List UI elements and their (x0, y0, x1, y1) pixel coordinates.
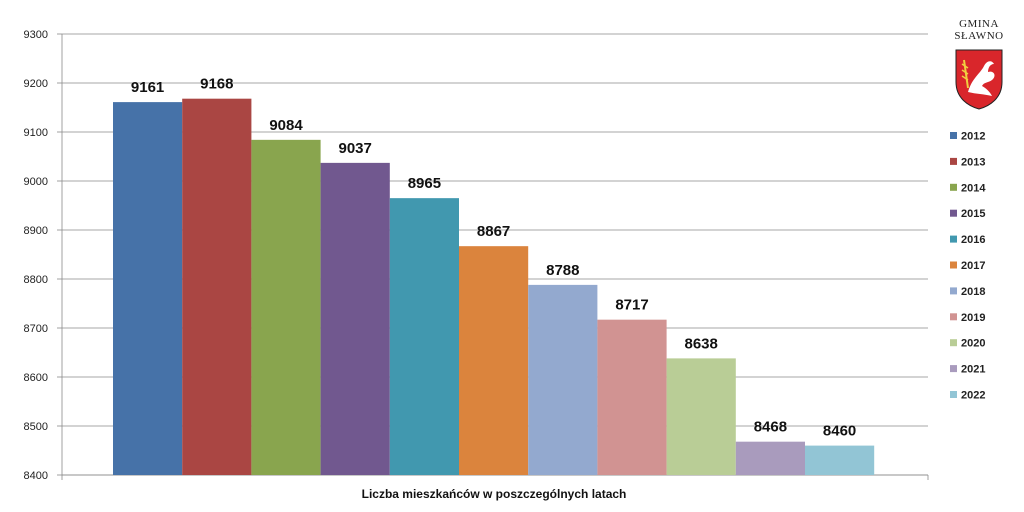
legend-label-2013: 2013 (961, 156, 985, 168)
bar-2013 (182, 98, 252, 476)
bar-2019 (597, 319, 667, 475)
gmina-slawno-logo: GMINA SŁAWNO (948, 18, 1010, 114)
data-label-2017: 8867 (477, 223, 510, 240)
bar-2021 (735, 441, 805, 475)
y-tick-label: 8800 (24, 274, 48, 286)
legend-label-2022: 2022 (961, 390, 985, 402)
y-tick-label: 8900 (24, 225, 48, 237)
legend-swatch-2016 (950, 235, 957, 243)
data-label-2018: 8788 (546, 262, 579, 279)
data-label-2019: 8717 (615, 297, 648, 314)
logo-line-2: SŁAWNO (954, 30, 1004, 42)
logo-line-1: GMINA (959, 18, 999, 30)
data-label-2020: 8638 (685, 335, 718, 352)
data-label-2015: 9037 (339, 140, 372, 157)
y-tick-label: 8400 (24, 470, 48, 482)
y-tick-label: 9300 (24, 29, 48, 41)
legend-label-2018: 2018 (961, 286, 985, 298)
legend-label-2016: 2016 (961, 234, 985, 246)
y-tick-label: 9100 (24, 127, 48, 139)
legend: 2012 2013 2014 2015 2016 2017 2018 2019 2020 2021… (950, 131, 986, 402)
legend-swatch-2015 (950, 209, 957, 217)
legend-swatch-2019 (950, 313, 957, 321)
y-tick-label: 8600 (24, 372, 48, 384)
y-tick-label: 8700 (24, 323, 48, 335)
legend-swatch-2018 (950, 287, 957, 295)
bar-2012 (113, 102, 183, 476)
legend-label-2017: 2017 (961, 260, 985, 272)
legend-swatch-2012 (950, 132, 957, 139)
y-tick-label: 9200 (24, 78, 48, 90)
legend-label-2012: 2012 (961, 131, 985, 143)
legend-label-2020: 2020 (961, 338, 985, 350)
legend-label-2019: 2019 (961, 312, 985, 324)
legend-swatch-2014 (950, 183, 957, 191)
coat-of-arms-icon (955, 49, 1003, 110)
data-label-2013: 9168 (200, 76, 233, 93)
legend-swatch-2022 (950, 391, 957, 398)
bar-2016 (389, 198, 459, 475)
bars (113, 98, 875, 476)
legend-swatch-2020 (950, 339, 957, 347)
logo-text: GMINA SŁAWNO (948, 18, 1010, 42)
y-tick-label: 8500 (24, 421, 48, 433)
bar-2020 (666, 358, 736, 475)
bar-2022 (805, 445, 875, 475)
data-label-2021: 8468 (754, 419, 787, 436)
bar-2017 (459, 246, 529, 475)
legend-swatch-2021 (950, 365, 957, 373)
bar-2014 (251, 139, 321, 475)
bar-2015 (320, 162, 390, 475)
legend-label-2021: 2021 (961, 364, 985, 376)
x-axis-label: Liczba mieszkańców w poszczególnych lata… (362, 487, 627, 501)
data-labels: 9161 9168 9084 9037 8965 8867 8788 8717 8638 8468… (131, 76, 856, 440)
legend-label-2015: 2015 (961, 208, 985, 220)
data-label-2012: 9161 (131, 79, 164, 96)
data-label-2016: 8965 (408, 175, 441, 192)
bar-2018 (528, 284, 598, 475)
legend-swatch-2013 (950, 157, 957, 165)
data-label-2014: 9084 (269, 117, 303, 134)
legend-swatch-2017 (950, 261, 957, 269)
legend-label-2014: 2014 (961, 182, 986, 194)
y-tick-label: 9000 (24, 176, 48, 188)
data-label-2022: 8460 (823, 423, 856, 440)
